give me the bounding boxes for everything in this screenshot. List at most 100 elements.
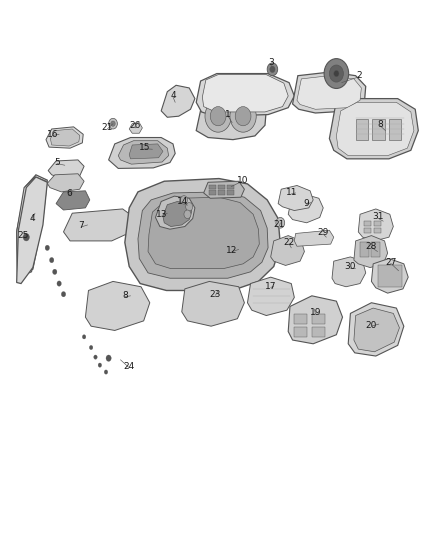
Polygon shape xyxy=(358,209,393,241)
Circle shape xyxy=(329,65,343,82)
Circle shape xyxy=(109,118,117,129)
Polygon shape xyxy=(85,281,150,330)
Bar xyxy=(294,314,307,324)
Circle shape xyxy=(104,370,108,374)
Bar xyxy=(209,185,216,189)
Bar xyxy=(312,314,325,324)
Polygon shape xyxy=(332,257,366,287)
Text: 13: 13 xyxy=(156,210,168,219)
Bar xyxy=(371,242,380,257)
Circle shape xyxy=(23,233,29,241)
Bar xyxy=(364,221,371,226)
Circle shape xyxy=(276,217,285,228)
Circle shape xyxy=(230,100,256,132)
Text: 21: 21 xyxy=(102,124,113,132)
Circle shape xyxy=(205,100,231,132)
Text: 4: 4 xyxy=(29,214,35,223)
Polygon shape xyxy=(163,201,192,227)
Polygon shape xyxy=(288,296,343,344)
Bar xyxy=(374,228,381,233)
Polygon shape xyxy=(64,209,136,241)
Text: 8: 8 xyxy=(122,292,128,300)
Text: 30: 30 xyxy=(345,262,356,271)
Text: 21: 21 xyxy=(274,221,285,229)
Text: 9: 9 xyxy=(304,199,310,208)
Polygon shape xyxy=(17,177,46,277)
Circle shape xyxy=(61,292,66,297)
Polygon shape xyxy=(293,72,366,113)
Bar xyxy=(372,119,385,140)
Text: 7: 7 xyxy=(78,222,84,230)
Polygon shape xyxy=(47,174,84,192)
Polygon shape xyxy=(17,177,47,284)
Bar xyxy=(209,190,216,195)
Polygon shape xyxy=(17,175,47,277)
Text: 3: 3 xyxy=(268,59,274,67)
Text: 5: 5 xyxy=(54,158,60,167)
Text: 6: 6 xyxy=(66,189,72,198)
Polygon shape xyxy=(354,308,399,352)
Polygon shape xyxy=(56,191,90,210)
Polygon shape xyxy=(129,123,142,133)
Polygon shape xyxy=(204,181,244,198)
Bar xyxy=(218,190,225,195)
Bar xyxy=(360,242,369,257)
Circle shape xyxy=(324,59,349,88)
Polygon shape xyxy=(371,259,408,293)
Text: 14: 14 xyxy=(177,197,189,206)
Text: 28: 28 xyxy=(366,242,377,251)
Text: 27: 27 xyxy=(385,258,396,266)
Text: 1: 1 xyxy=(225,110,231,119)
Polygon shape xyxy=(125,179,280,290)
Bar xyxy=(378,265,402,287)
Circle shape xyxy=(334,70,339,77)
Text: 2: 2 xyxy=(357,71,362,80)
Circle shape xyxy=(45,245,49,251)
Circle shape xyxy=(186,203,193,211)
Polygon shape xyxy=(129,144,163,159)
Circle shape xyxy=(210,107,226,126)
Text: 29: 29 xyxy=(318,229,329,237)
Circle shape xyxy=(111,121,115,126)
Polygon shape xyxy=(288,195,323,223)
Polygon shape xyxy=(46,127,83,148)
Polygon shape xyxy=(348,303,404,356)
Text: 4: 4 xyxy=(170,92,176,100)
Text: 23: 23 xyxy=(210,290,221,298)
Polygon shape xyxy=(138,192,268,278)
Text: 12: 12 xyxy=(226,246,238,255)
Text: 24: 24 xyxy=(124,362,135,371)
Polygon shape xyxy=(118,141,169,164)
Bar xyxy=(374,221,381,226)
Polygon shape xyxy=(182,281,244,326)
Bar xyxy=(364,228,371,233)
Text: 26: 26 xyxy=(129,121,141,130)
Bar xyxy=(218,185,225,189)
Polygon shape xyxy=(329,99,418,159)
Circle shape xyxy=(270,66,275,72)
Polygon shape xyxy=(161,85,195,117)
Circle shape xyxy=(89,345,93,350)
Polygon shape xyxy=(297,76,361,109)
Bar xyxy=(227,190,234,195)
Text: 17: 17 xyxy=(265,282,276,290)
Text: 22: 22 xyxy=(283,238,295,247)
Polygon shape xyxy=(48,160,84,178)
Bar xyxy=(356,119,368,140)
Circle shape xyxy=(94,355,97,359)
Text: 25: 25 xyxy=(17,231,28,240)
Text: 20: 20 xyxy=(366,321,377,329)
Polygon shape xyxy=(196,90,266,140)
Polygon shape xyxy=(109,138,175,168)
Text: 11: 11 xyxy=(286,189,297,197)
Bar xyxy=(389,119,401,140)
Circle shape xyxy=(53,269,57,274)
Text: 8: 8 xyxy=(377,120,383,129)
Polygon shape xyxy=(202,75,288,112)
Circle shape xyxy=(180,196,187,204)
Text: 16: 16 xyxy=(47,130,58,139)
Polygon shape xyxy=(148,197,259,269)
Polygon shape xyxy=(278,185,313,211)
Circle shape xyxy=(98,363,102,367)
Circle shape xyxy=(57,281,61,286)
